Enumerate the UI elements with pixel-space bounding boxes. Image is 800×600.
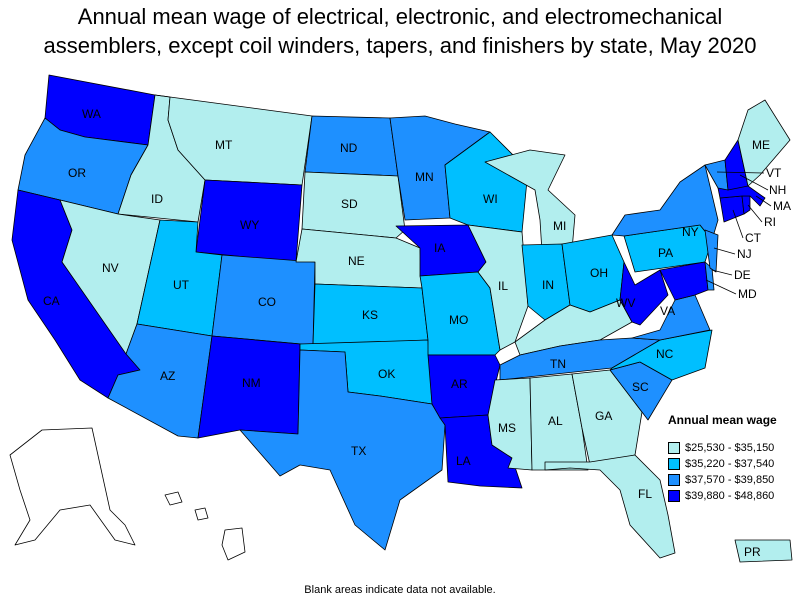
state-ME[interactable] — [737, 99, 791, 187]
state-shapes — [9, 74, 793, 563]
label-RI: RI — [764, 215, 776, 229]
label-NM: NM — [242, 376, 261, 390]
callout-RI — [747, 204, 763, 223]
legend-swatch — [668, 490, 680, 502]
label-WI: WI — [483, 192, 498, 206]
label-WA: WA — [82, 107, 101, 121]
legend-swatch — [668, 474, 680, 486]
title-line-2: assemblers, except coil winders, tapers,… — [43, 33, 757, 58]
legend-swatch — [668, 458, 680, 470]
label-ID: ID — [151, 192, 163, 206]
callout-MA — [755, 195, 772, 207]
label-NH: NH — [769, 183, 786, 197]
legend: Annual mean wage $25,530 - $35,150 $35,2… — [668, 413, 798, 504]
label-OR: OR — [68, 166, 86, 180]
label-CO: CO — [258, 295, 276, 309]
state-MI[interactable] — [484, 149, 576, 253]
label-MN: MN — [415, 170, 434, 184]
label-TX: TX — [351, 444, 366, 458]
callout-NJ — [713, 247, 736, 255]
label-NV: NV — [102, 261, 119, 275]
label-VA: VA — [660, 304, 675, 318]
state-HI[interactable] — [164, 491, 246, 561]
label-MI: MI — [553, 219, 566, 233]
label-WV: WV — [616, 296, 635, 310]
label-OK: OK — [378, 367, 395, 381]
label-NE: NE — [348, 254, 365, 268]
label-WY: WY — [240, 218, 259, 232]
label-ND: ND — [340, 141, 358, 155]
callout-MD — [705, 279, 737, 295]
label-MA: MA — [773, 199, 791, 213]
state-AK[interactable] — [9, 427, 136, 546]
legend-label: $35,220 - $37,540 — [685, 458, 775, 470]
callout-NH — [739, 174, 769, 191]
label-IL: IL — [498, 279, 508, 293]
callout-CT — [732, 209, 744, 239]
map-title: Annual mean wage of electrical, electron… — [0, 2, 800, 60]
label-MO: MO — [449, 313, 468, 327]
callout-DE — [711, 269, 733, 276]
title-line-1: Annual mean wage of electrical, electron… — [77, 4, 723, 29]
label-MS: MS — [498, 421, 516, 435]
legend-item: $35,220 - $37,540 — [668, 456, 798, 472]
footnote: Blank areas indicate data not available. — [304, 584, 496, 596]
label-UT: UT — [173, 278, 190, 292]
state-WV[interactable] — [619, 261, 669, 326]
callout-VT — [716, 171, 765, 174]
state-CT[interactable] — [719, 195, 745, 223]
label-TN: TN — [550, 357, 566, 371]
label-SD: SD — [341, 197, 358, 211]
label-PA: PA — [658, 246, 673, 260]
label-MT: MT — [215, 138, 233, 152]
state-NJ[interactable] — [704, 229, 719, 273]
label-SC: SC — [632, 380, 649, 394]
legend-item: $25,530 - $35,150 — [668, 440, 798, 456]
state-SD[interactable] — [301, 171, 406, 239]
label-AZ: AZ — [160, 369, 175, 383]
legend-label: $25,530 - $35,150 — [685, 442, 775, 454]
label-OH: OH — [590, 266, 608, 280]
label-DE: DE — [734, 268, 751, 282]
label-NC: NC — [656, 347, 674, 361]
state-FL[interactable] — [544, 454, 676, 559]
label-VT: VT — [766, 166, 782, 180]
label-PR: PR — [744, 545, 761, 559]
state-TX[interactable] — [239, 349, 446, 551]
label-CA: CA — [43, 294, 60, 308]
label-GA: GA — [595, 409, 612, 423]
legend-label: $39,880 - $48,860 — [685, 490, 775, 502]
legend-title: Annual mean wage — [668, 413, 777, 427]
label-NJ: NJ — [737, 247, 752, 261]
label-KS: KS — [362, 308, 378, 322]
label-IN: IN — [542, 278, 554, 292]
label-MD: MD — [738, 287, 757, 301]
state-PR[interactable] — [734, 539, 793, 563]
legend-label: $37,570 - $39,850 — [685, 474, 775, 486]
label-AR: AR — [451, 377, 468, 391]
state-MA[interactable] — [717, 185, 766, 207]
state-NY[interactable] — [611, 164, 719, 241]
state-labels: WA OR CA ID NV MT WY UT AZ CO NM ND SD N… — [43, 107, 791, 559]
legend-item: $37,570 - $39,850 — [668, 472, 798, 488]
label-LA: LA — [456, 454, 471, 468]
label-ME: ME — [752, 138, 770, 152]
label-IA: IA — [434, 241, 445, 255]
legend-item: $39,880 - $48,860 — [668, 488, 798, 504]
callout-lines — [705, 171, 772, 295]
state-MD[interactable] — [659, 261, 709, 301]
label-CT: CT — [745, 231, 762, 245]
label-AL: AL — [548, 414, 563, 428]
legend-swatch — [668, 442, 680, 454]
label-NY: NY — [682, 225, 699, 239]
label-FL: FL — [638, 487, 652, 501]
